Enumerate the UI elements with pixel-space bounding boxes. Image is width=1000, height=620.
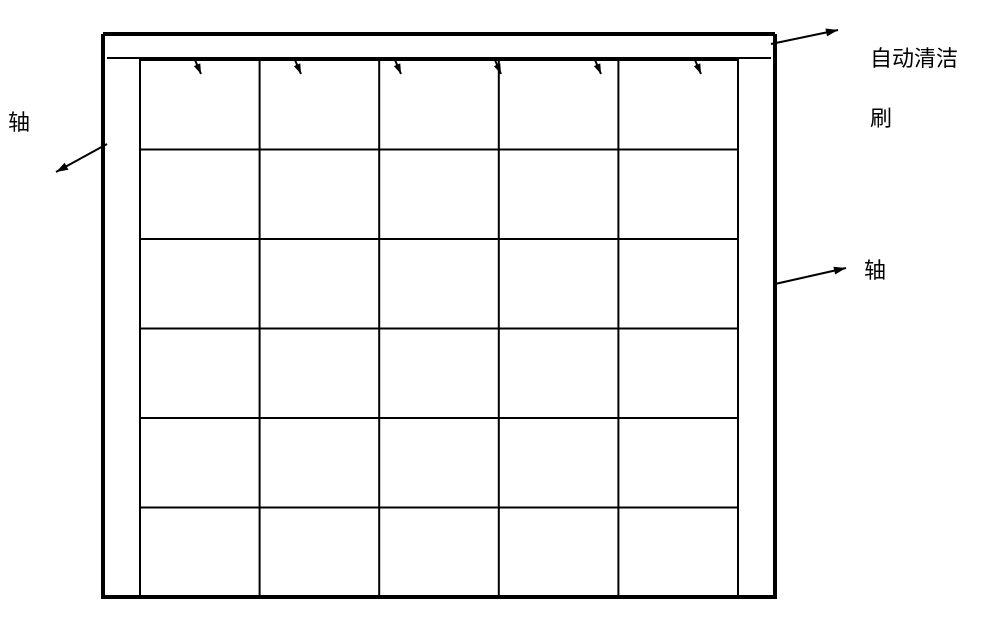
label-top-right-line2: 刷 xyxy=(870,106,892,131)
label-right: 轴 xyxy=(864,256,886,286)
label-top-right: 自动清洁 刷 xyxy=(848,14,958,164)
label-left: 轴 xyxy=(8,108,30,138)
diagram-canvas: 自动清洁 刷 轴 轴 xyxy=(0,0,1000,620)
label-top-right-line1: 自动清洁 xyxy=(870,46,958,71)
